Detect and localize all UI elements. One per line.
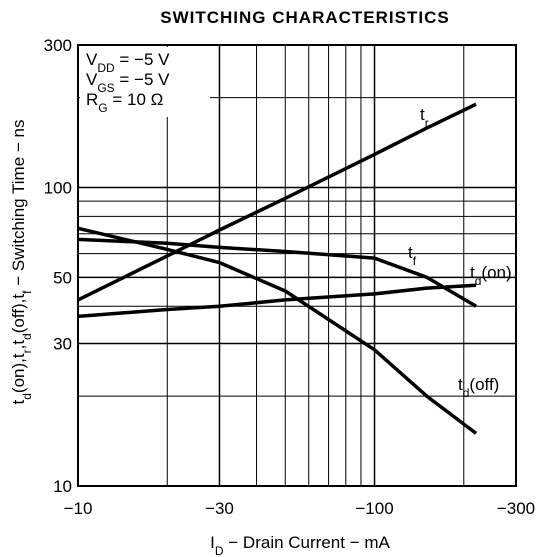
- text-part: GS: [97, 81, 114, 95]
- series-line: [77, 226, 478, 435]
- y-tick-label: 50: [53, 268, 72, 287]
- text-part: d: [20, 393, 34, 400]
- text-part: D: [215, 544, 224, 557]
- text-part: − Switching Time − ns: [9, 120, 28, 291]
- text-part: f: [20, 290, 34, 294]
- y-tick-label: 10: [53, 477, 72, 496]
- series-label: tr: [420, 105, 429, 130]
- text-part: d: [475, 274, 482, 288]
- text-part: ,t: [9, 340, 28, 350]
- text-part: (on): [481, 263, 511, 282]
- series-label: td(on): [470, 263, 512, 288]
- text-part: I: [210, 533, 215, 552]
- text-part: (off): [469, 375, 499, 394]
- series-line: [77, 102, 477, 302]
- text-part: d: [20, 333, 34, 340]
- y-tick-label: 300: [44, 36, 72, 55]
- text-part: G: [98, 101, 107, 115]
- y-axis-label: td(on),tr,td(off),tf − Switching Time − …: [9, 120, 34, 405]
- text-part: t: [470, 263, 475, 282]
- text-part: = −5 V: [115, 70, 170, 89]
- annotation: RG = 10 Ω: [86, 90, 163, 115]
- chart-title: SWITCHING CHARACTERISTICS: [160, 8, 449, 27]
- text-part: t: [420, 105, 425, 124]
- text-part: = 10 Ω: [108, 90, 164, 109]
- series-line: [77, 283, 477, 319]
- text-part: d: [463, 386, 470, 400]
- plot-frame: [77, 44, 517, 487]
- text-part: t: [458, 375, 463, 394]
- x-tick-label: −100: [355, 499, 393, 518]
- annotation: VGS = −5 V: [86, 70, 170, 95]
- text-part: (off),t: [9, 294, 28, 334]
- y-tick-label: 30: [53, 335, 72, 354]
- text-part: − Drain Current − mA: [224, 533, 391, 552]
- annotation-box: [80, 47, 210, 117]
- series-line: [77, 237, 477, 308]
- text-part: t: [9, 400, 28, 405]
- text-part: r: [20, 349, 34, 353]
- x-axis-label: ID − Drain Current − mA: [210, 533, 390, 557]
- x-tick-label: −10: [64, 499, 93, 518]
- text-part: (on),t: [9, 353, 28, 393]
- text-part: t: [408, 243, 413, 262]
- y-tick-label: 100: [44, 178, 72, 197]
- x-tick-label: −30: [205, 499, 234, 518]
- text-part: f: [413, 254, 417, 268]
- series-label: td(off): [458, 375, 499, 400]
- annotation: VDD = −5 V: [86, 50, 170, 75]
- text-part: V: [86, 70, 98, 89]
- x-tick-label: −300: [497, 499, 535, 518]
- series-label: tf: [408, 243, 417, 268]
- text-part: r: [425, 116, 429, 130]
- text-part: = −5 V: [115, 50, 170, 69]
- text-part: DD: [97, 61, 115, 75]
- text-part: V: [86, 50, 98, 69]
- text-part: R: [86, 90, 98, 109]
